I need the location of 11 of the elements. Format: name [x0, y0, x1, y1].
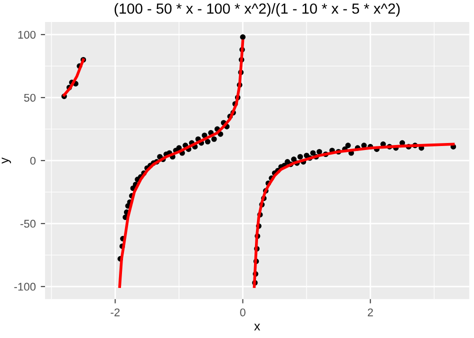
y-tick-label: 50: [24, 94, 36, 102]
y-tick-label: -50: [20, 220, 36, 228]
x-axis-title: x: [254, 324, 260, 330]
y-tick-label: 100: [18, 30, 36, 39]
x-tick-label: 0: [240, 308, 246, 316]
y-tick-label: -100: [14, 282, 36, 291]
x-tick-label: 2: [368, 308, 373, 316]
y-axis-title: y: [2, 157, 11, 164]
chart-title: (100 - 50 * x - 100 * x^2)/(1 - 10 * x - 5 * x^2): [114, 3, 400, 17]
x-tick-label: -2: [110, 308, 120, 316]
y-tick-label: 0: [30, 156, 36, 165]
